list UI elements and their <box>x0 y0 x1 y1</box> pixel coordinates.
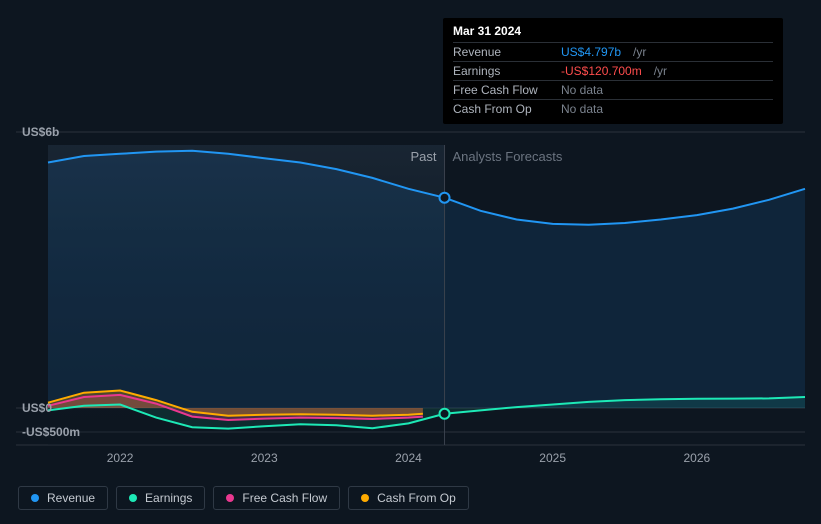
legend-label: Earnings <box>145 491 192 505</box>
tooltip-row: Revenue US$4.797b/yr <box>453 42 773 61</box>
y-tick-label: US$6b <box>22 125 59 139</box>
tooltip-row-label: Cash From Op <box>453 102 553 116</box>
legend-dot-icon <box>31 494 39 502</box>
tooltip-row-unit: /yr <box>633 45 646 59</box>
tooltip-row: Cash From Op No data <box>453 99 773 118</box>
legend-label: Revenue <box>47 491 95 505</box>
tooltip-row-unit: /yr <box>654 64 667 78</box>
y-tick-label: -US$500m <box>22 425 80 439</box>
x-tick-label: 2023 <box>251 451 278 465</box>
forecast-label: Analysts Forecasts <box>453 149 563 164</box>
tooltip-row-label: Earnings <box>453 64 553 78</box>
legend: Revenue Earnings Free Cash Flow Cash From O… <box>18 486 469 510</box>
legend-dot-icon <box>361 494 369 502</box>
legend-item-revenue[interactable]: Revenue <box>18 486 108 510</box>
tooltip-row-label: Revenue <box>453 45 553 59</box>
tooltip-row: Earnings -US$120.700m/yr <box>453 61 773 80</box>
chart-tooltip: Mar 31 2024 Revenue US$4.797b/yr Earnings-… <box>443 18 783 124</box>
tooltip-row-value: -US$120.700m <box>561 64 642 78</box>
marker-revenue <box>440 193 450 203</box>
tooltip-row-value: No data <box>561 102 603 116</box>
legend-label: Cash From Op <box>377 491 456 505</box>
x-tick-label: 2025 <box>539 451 566 465</box>
past-label: Past <box>411 149 437 164</box>
tooltip-row-value: No data <box>561 83 603 97</box>
y-tick-label: US$0 <box>22 401 52 415</box>
x-tick-label: 2022 <box>107 451 134 465</box>
x-tick-label: 2026 <box>683 451 710 465</box>
legend-label: Free Cash Flow <box>242 491 327 505</box>
tooltip-row: Free Cash Flow No data <box>453 80 773 99</box>
x-tick-label: 2024 <box>395 451 422 465</box>
legend-dot-icon <box>129 494 137 502</box>
legend-item-cfo[interactable]: Cash From Op <box>348 486 469 510</box>
tooltip-title: Mar 31 2024 <box>453 24 773 42</box>
legend-item-fcf[interactable]: Free Cash Flow <box>213 486 340 510</box>
legend-dot-icon <box>226 494 234 502</box>
marker-earnings <box>440 409 450 419</box>
legend-item-earnings[interactable]: Earnings <box>116 486 205 510</box>
tooltip-row-label: Free Cash Flow <box>453 83 553 97</box>
tooltip-row-value: US$4.797b <box>561 45 621 59</box>
